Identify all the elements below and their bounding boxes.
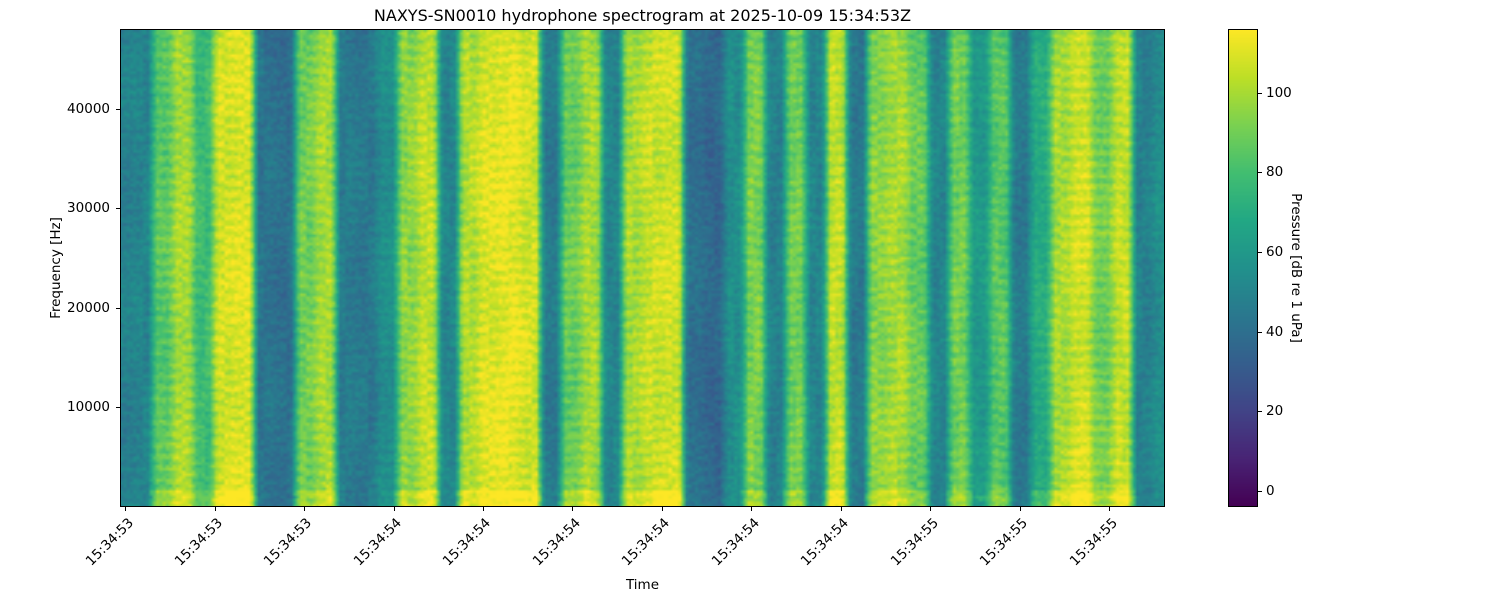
colorbar-tick-mark — [1258, 172, 1262, 174]
spectrogram-heatmap — [120, 29, 1165, 507]
x-tick-mark — [483, 507, 485, 511]
y-tick-label: 40000 — [67, 100, 110, 117]
colorbar-tick-label: 80 — [1266, 164, 1284, 181]
colorbar-tick-label: 0 — [1266, 483, 1275, 500]
y-axis-ticks: 10000 20000 30000 40000 — [0, 29, 120, 507]
x-tick-mark — [1109, 507, 1111, 511]
colorbar — [1228, 29, 1258, 507]
x-tick-label: 15:34:54 — [619, 515, 674, 570]
y-tick-mark — [116, 307, 120, 309]
x-axis-label: Time — [625, 577, 660, 593]
chart-title: NAXYS-SN0010 hydrophone spectrogram at 2… — [373, 6, 912, 25]
x-tick-mark — [661, 507, 663, 511]
x-tick-mark — [125, 507, 127, 511]
x-tick-label: 15:34:54 — [708, 515, 763, 570]
y-tick-mark — [116, 407, 120, 409]
colorbar-label: Pressure [dB re 1 uPa] — [1288, 193, 1304, 343]
x-tick-label: 15:34:54 — [350, 515, 405, 570]
x-tick-label: 15:34:55 — [1066, 515, 1121, 570]
colorbar-tick-label: 40 — [1266, 323, 1284, 340]
colorbar-tick-label: 100 — [1266, 84, 1292, 101]
colorbar-tick-mark — [1258, 331, 1262, 333]
colorbar-tick-mark — [1258, 92, 1262, 94]
x-tick-label: 15:34:53 — [171, 515, 226, 570]
x-tick-label: 15:34:53 — [82, 515, 137, 570]
x-tick-label: 15:34:54 — [440, 515, 495, 570]
x-axis-ticks: 15:34:53 15:34:53 15:34:53 15:34:54 15:34:54… — [82, 507, 1165, 577]
colorbar-gradient — [1228, 29, 1258, 507]
plot-area — [120, 29, 1165, 507]
x-tick-label: 15:34:55 — [976, 515, 1032, 570]
x-tick-mark — [393, 507, 395, 511]
y-tick-mark — [116, 208, 120, 210]
x-tick-mark — [751, 507, 753, 511]
x-tick-mark — [930, 507, 932, 511]
x-tick-mark — [572, 507, 574, 511]
colorbar-tick-mark — [1258, 491, 1262, 493]
x-tick-mark — [840, 507, 842, 511]
y-tick-label: 20000 — [67, 299, 110, 316]
colorbar-tick-mark — [1258, 252, 1262, 254]
colorbar-tick-label: 20 — [1266, 403, 1284, 420]
x-tick-label: 15:34:54 — [797, 515, 853, 570]
x-tick-label: 15:34:53 — [261, 515, 316, 570]
y-tick-label: 30000 — [67, 200, 110, 217]
y-tick-mark — [116, 108, 120, 110]
colorbar-tick-label: 60 — [1266, 244, 1284, 261]
y-tick-label: 10000 — [67, 399, 110, 416]
colorbar-ticks: 0 20 40 60 80 100 — [1258, 29, 1304, 507]
x-tick-mark — [214, 507, 216, 511]
x-tick-mark — [1019, 507, 1021, 511]
x-tick-label: 15:34:54 — [529, 515, 584, 570]
colorbar-tick-mark — [1258, 411, 1262, 413]
x-tick-label: 15:34:55 — [887, 515, 942, 570]
x-tick-mark — [304, 507, 306, 511]
